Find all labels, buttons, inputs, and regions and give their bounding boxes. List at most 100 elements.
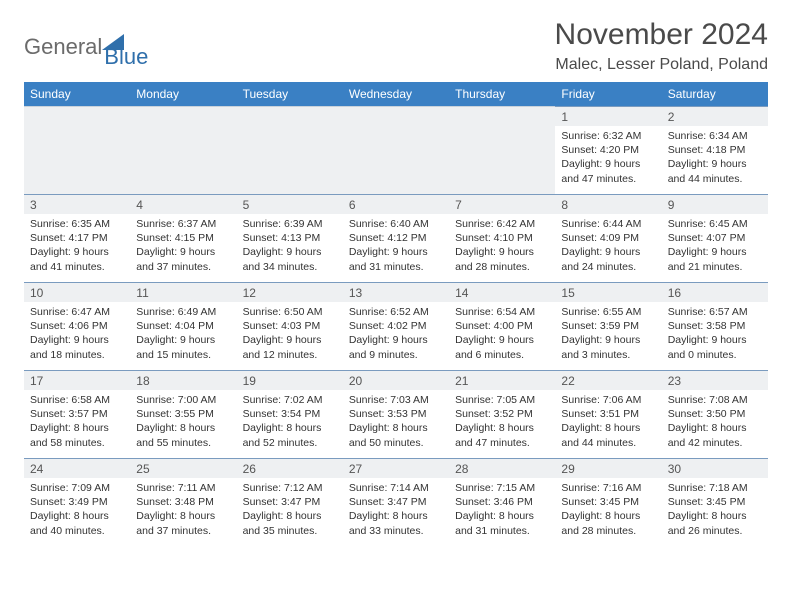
day-info-line: Sunrise: 7:03 AM [349,393,443,407]
day-info-line: and 37 minutes. [136,260,230,274]
day-info-line: Sunrise: 7:12 AM [243,481,337,495]
day-info-line: Daylight: 9 hours [136,245,230,259]
day-info-line: Daylight: 9 hours [455,333,549,347]
calendar-cell: 24Sunrise: 7:09 AMSunset: 3:49 PMDayligh… [24,459,130,547]
day-info-line: Sunset: 4:10 PM [455,231,549,245]
calendar-cell: 7Sunrise: 6:42 AMSunset: 4:10 PMDaylight… [449,195,555,283]
calendar-week-row: 17Sunrise: 6:58 AMSunset: 3:57 PMDayligh… [24,371,768,459]
header: General Blue November 2024 Malec, Lesser… [24,18,768,74]
weekday-header: Friday [555,82,661,107]
calendar-cell: 27Sunrise: 7:14 AMSunset: 3:47 PMDayligh… [343,459,449,547]
day-info-line: Sunrise: 6:50 AM [243,305,337,319]
calendar-cell: 16Sunrise: 6:57 AMSunset: 3:58 PMDayligh… [662,283,768,371]
day-info-line: Sunset: 3:51 PM [561,407,655,421]
day-info-line: Daylight: 9 hours [30,245,124,259]
day-number: 16 [662,283,768,302]
day-info-line: Sunset: 3:52 PM [455,407,549,421]
day-info-line: Sunrise: 6:54 AM [455,305,549,319]
day-info-line: Daylight: 9 hours [668,157,762,171]
day-info-line: and 31 minutes. [349,260,443,274]
calendar-week-row: 3Sunrise: 6:35 AMSunset: 4:17 PMDaylight… [24,195,768,283]
calendar-cell: 5 Sunrise: 6:39 AMSunset: 4:13 PMDaylight… [237,195,343,283]
day-info-line: Sunset: 4:06 PM [30,319,124,333]
calendar-cell: 15Sunrise: 6:55 AMSunset: 3:59 PMDayligh… [555,283,661,371]
day-info-line: and 42 minutes. [668,436,762,450]
calendar-cell: 9Sunrise: 6:45 AMSunset: 4:07 PMDaylight… [662,195,768,283]
day-info-line: Daylight: 8 hours [349,509,443,523]
day-info-line: Sunset: 4:12 PM [349,231,443,245]
day-info-line: and 18 minutes. [30,348,124,362]
day-info-line: Sunset: 4:13 PM [243,231,337,245]
day-number: 26 [237,459,343,478]
day-info-line: and 28 minutes. [561,524,655,538]
weekday-header: Tuesday [237,82,343,107]
day-info-line: and 26 minutes. [668,524,762,538]
day-info-line: Sunrise: 7:14 AM [349,481,443,495]
day-info-line: Sunset: 3:48 PM [136,495,230,509]
calendar-cell: 30Sunrise: 7:18 AMSunset: 3:45 PMDayligh… [662,459,768,547]
day-info-line: Sunrise: 7:06 AM [561,393,655,407]
calendar-cell: 22Sunrise: 7:06 AMSunset: 3:51 PMDayligh… [555,371,661,459]
day-info-line: and 34 minutes. [243,260,337,274]
calendar-week-row: 1Sunrise: 6:32 AMSunset: 4:20 PMDaylight… [24,107,768,195]
weekday-header: Thursday [449,82,555,107]
calendar-cell: 4Sunrise: 6:37 AMSunset: 4:15 PMDaylight… [130,195,236,283]
day-info-line: Daylight: 8 hours [561,509,655,523]
calendar-cell: 20Sunrise: 7:03 AMSunset: 3:53 PMDayligh… [343,371,449,459]
day-info-line: Sunset: 3:46 PM [455,495,549,509]
day-info-line: Sunset: 4:07 PM [668,231,762,245]
day-info-line: Daylight: 8 hours [349,421,443,435]
calendar-cell [343,107,449,195]
day-info-line: Sunset: 4:03 PM [243,319,337,333]
day-info-line: Daylight: 8 hours [455,509,549,523]
day-number: 30 [662,459,768,478]
day-info-line: and 40 minutes. [30,524,124,538]
logo: General Blue [24,24,148,70]
day-info-line: Sunrise: 6:44 AM [561,217,655,231]
day-number: 29 [555,459,661,478]
day-number: 20 [343,371,449,390]
weekday-header: Saturday [662,82,768,107]
day-info-line: Sunset: 3:59 PM [561,319,655,333]
day-number: 5 [237,195,343,214]
calendar-cell: 11Sunrise: 6:49 AMSunset: 4:04 PMDayligh… [130,283,236,371]
calendar-cell [24,107,130,195]
day-info-line: Sunrise: 6:39 AM [243,217,337,231]
day-info-line: Daylight: 9 hours [243,245,337,259]
calendar-cell: 6Sunrise: 6:40 AMSunset: 4:12 PMDaylight… [343,195,449,283]
day-info-line: Sunrise: 6:52 AM [349,305,443,319]
calendar-cell: 13Sunrise: 6:52 AMSunset: 4:02 PMDayligh… [343,283,449,371]
day-info-line: Sunrise: 6:37 AM [136,217,230,231]
day-number: 8 [555,195,661,214]
day-info-line: Daylight: 9 hours [668,245,762,259]
day-info-line: Daylight: 9 hours [349,245,443,259]
day-number: 18 [130,371,236,390]
weekday-header-row: Sunday Monday Tuesday Wednesday Thursday… [24,82,768,107]
calendar-cell: 8Sunrise: 6:44 AMSunset: 4:09 PMDaylight… [555,195,661,283]
calendar-cell: 19Sunrise: 7:02 AMSunset: 3:54 PMDayligh… [237,371,343,459]
logo-text-general: General [24,34,102,60]
day-number: 24 [24,459,130,478]
day-info-line: Sunrise: 6:32 AM [561,129,655,143]
day-number: 15 [555,283,661,302]
day-info-line: Daylight: 9 hours [455,245,549,259]
day-info-line: Sunset: 4:02 PM [349,319,443,333]
calendar-cell: 1Sunrise: 6:32 AMSunset: 4:20 PMDaylight… [555,107,661,195]
day-info-line: and 47 minutes. [561,172,655,186]
calendar-cell [130,107,236,195]
day-info-line: Daylight: 9 hours [30,333,124,347]
day-number: 14 [449,283,555,302]
day-number: 25 [130,459,236,478]
day-info-line: Daylight: 9 hours [668,333,762,347]
day-info-line: Sunset: 3:55 PM [136,407,230,421]
day-number: 9 [662,195,768,214]
calendar-cell: 28Sunrise: 7:15 AMSunset: 3:46 PMDayligh… [449,459,555,547]
day-info-line: and 50 minutes. [349,436,443,450]
calendar-cell: 23Sunrise: 7:08 AMSunset: 3:50 PMDayligh… [662,371,768,459]
logo-text-blue: Blue [104,44,148,70]
day-info-line: Sunrise: 6:42 AM [455,217,549,231]
day-info-line: Sunrise: 7:08 AM [668,393,762,407]
day-info-line: Sunrise: 7:09 AM [30,481,124,495]
day-info-line: Daylight: 9 hours [561,333,655,347]
calendar-cell [449,107,555,195]
